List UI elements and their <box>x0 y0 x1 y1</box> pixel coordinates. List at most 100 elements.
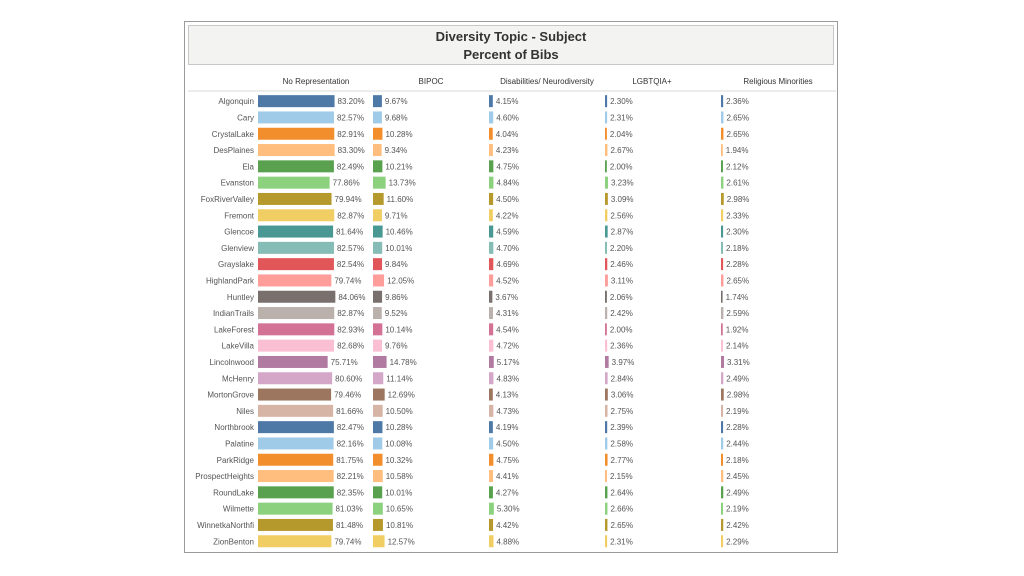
data-label: 81.64% <box>336 228 363 237</box>
data-label: 82.49% <box>337 162 364 171</box>
bar <box>605 144 608 157</box>
data-label: 2.06% <box>610 293 633 302</box>
data-label: 83.20% <box>338 97 365 106</box>
data-label: 2.20% <box>610 244 633 253</box>
bar <box>605 209 608 222</box>
data-label: 4.72% <box>496 342 519 351</box>
data-label: 5.30% <box>497 505 520 514</box>
data-label: 13.73% <box>389 179 416 188</box>
data-label: 10.28% <box>385 423 412 432</box>
category-label: HighlandPark <box>206 276 255 285</box>
data-label: 84.06% <box>338 293 365 302</box>
bar <box>605 502 608 515</box>
data-label: 4.31% <box>496 309 519 318</box>
data-label: 9.67% <box>385 97 408 106</box>
bar <box>605 111 608 124</box>
bar <box>258 388 332 401</box>
bar <box>489 535 494 548</box>
category-label: DesPlaines <box>214 146 254 155</box>
data-label: 2.49% <box>726 374 749 383</box>
bar <box>721 453 724 466</box>
data-label: 2.18% <box>726 456 749 465</box>
bar <box>258 421 334 434</box>
data-label: 2.31% <box>610 537 633 546</box>
data-label: 4.73% <box>496 407 519 416</box>
bar <box>605 160 607 173</box>
data-label: 2.29% <box>726 537 749 546</box>
bar <box>373 323 383 336</box>
bar <box>721 307 724 320</box>
bar <box>605 225 608 238</box>
data-label: 12.57% <box>388 537 415 546</box>
bar <box>605 241 608 254</box>
data-label: 82.57% <box>337 113 364 122</box>
chart-subtitle: Percent of Bibs <box>463 47 559 62</box>
bar <box>721 176 724 189</box>
chart-title-box: Diversity Topic - Subject Percent of Bib… <box>188 25 834 65</box>
data-label: 4.22% <box>496 211 519 220</box>
data-label: 80.60% <box>335 374 362 383</box>
data-label: 82.35% <box>337 488 364 497</box>
data-label: 3.06% <box>611 391 634 400</box>
data-label: 12.69% <box>388 391 415 400</box>
bar <box>373 421 383 434</box>
data-label: 2.00% <box>610 162 633 171</box>
category-label: ZionBenton <box>213 537 254 546</box>
bar <box>489 241 494 254</box>
bar <box>258 160 334 173</box>
data-label: 82.91% <box>337 130 364 139</box>
bar <box>489 144 493 157</box>
data-label: 83.30% <box>338 146 365 155</box>
category-label: Wilmette <box>223 505 255 514</box>
data-label: 11.14% <box>386 374 413 383</box>
data-label: 4.83% <box>496 374 519 383</box>
bar <box>605 486 608 499</box>
bar <box>258 274 332 287</box>
category-label: Grayslake <box>218 260 255 269</box>
data-label: 4.23% <box>496 146 519 155</box>
bar <box>373 144 382 157</box>
bar <box>605 176 608 189</box>
bar <box>721 241 724 254</box>
bar <box>489 437 494 450</box>
bar <box>489 453 494 466</box>
data-label: 3.31% <box>727 358 750 367</box>
bar <box>721 323 723 336</box>
data-label: 3.23% <box>611 179 634 188</box>
bar <box>721 404 724 417</box>
data-label: 77.86% <box>333 179 360 188</box>
data-label: 4.13% <box>496 391 519 400</box>
bar <box>373 127 383 140</box>
bar <box>258 355 328 368</box>
data-label: 4.75% <box>496 456 519 465</box>
data-label: 1.74% <box>726 293 749 302</box>
data-label: 79.74% <box>334 276 361 285</box>
data-label: 10.01% <box>385 244 412 253</box>
bar <box>721 144 723 157</box>
data-label: 2.19% <box>726 505 749 514</box>
bar <box>489 95 493 108</box>
bar <box>258 95 335 108</box>
bar <box>258 127 335 140</box>
data-label: 81.75% <box>336 456 363 465</box>
data-label: 2.59% <box>726 309 749 318</box>
category-label: Glenview <box>221 244 254 253</box>
bar <box>489 421 493 434</box>
bar <box>373 209 382 222</box>
category-label: WinnetkaNorthfi <box>197 521 254 530</box>
data-label: 10.46% <box>386 228 413 237</box>
bar <box>373 502 383 515</box>
data-label: 2.98% <box>727 391 750 400</box>
bar <box>489 127 493 140</box>
data-label: 4.60% <box>496 113 519 122</box>
data-label: 9.84% <box>385 260 408 269</box>
bar <box>721 470 724 483</box>
data-label: 3.97% <box>612 358 635 367</box>
bar <box>721 274 724 287</box>
bar <box>258 176 330 189</box>
bar <box>258 225 334 238</box>
data-label: 2.46% <box>610 260 633 269</box>
bar <box>605 339 608 352</box>
data-label: 10.32% <box>385 456 412 465</box>
data-label: 82.21% <box>337 472 364 481</box>
